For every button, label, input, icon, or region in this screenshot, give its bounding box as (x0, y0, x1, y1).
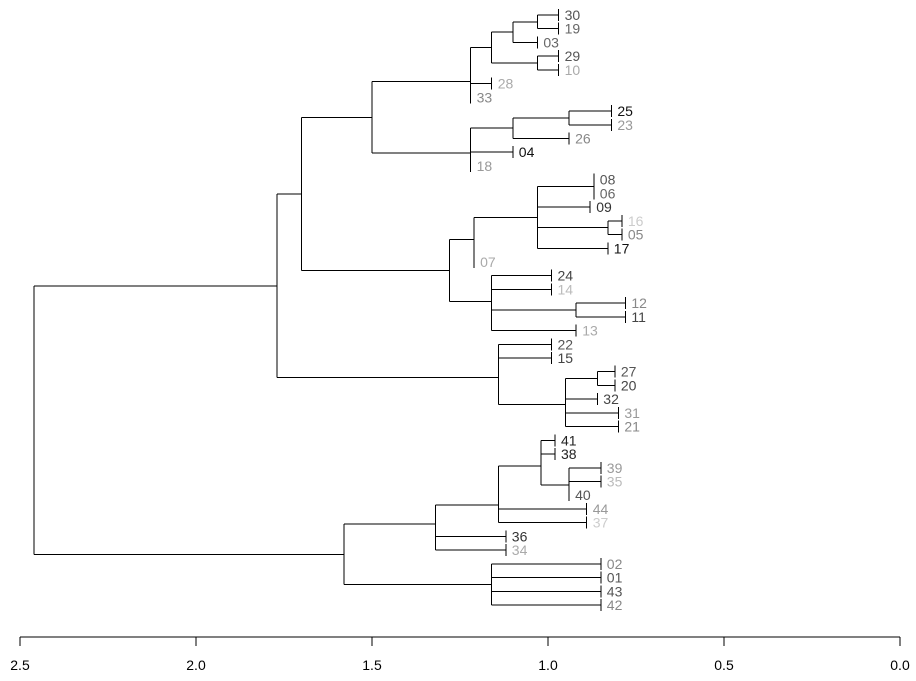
leaf-label: 06 (600, 185, 616, 201)
leaf-label: 20 (621, 378, 637, 394)
leaf-label: 42 (607, 597, 623, 613)
leaf-label: 36 (512, 528, 528, 544)
leaf-label: 44 (593, 501, 609, 517)
x-tick-label: 0.0 (890, 657, 910, 673)
x-tick-label: 2.5 (10, 657, 30, 673)
leaf-label: 07 (480, 254, 496, 270)
leaf-label: 03 (543, 34, 559, 50)
x-tick-label: 1.0 (538, 657, 558, 673)
leaf-label: 32 (603, 391, 619, 407)
leaf-label: 04 (519, 144, 535, 160)
leaf-label: 18 (477, 158, 493, 174)
leaf-label: 43 (607, 583, 623, 599)
leaf-label: 30 (565, 7, 581, 23)
leaf-label: 28 (498, 76, 514, 92)
leaf-label: 12 (631, 295, 647, 311)
leaf-label: 17 (614, 240, 630, 256)
leaf-label: 01 (607, 570, 623, 586)
x-axis: 2.5 2.0 1.5 1.0 0.5 0.0 (10, 636, 910, 673)
leaf-label: 24 (558, 268, 574, 284)
x-tick-label: 0.5 (714, 657, 734, 673)
leaf-label: 34 (512, 542, 528, 558)
leaf-label: 41 (561, 432, 577, 448)
leaf-label: 23 (617, 117, 633, 133)
leaf-label: 27 (621, 364, 637, 380)
leaf-label: 08 (600, 172, 616, 188)
leaf-label: 15 (558, 350, 574, 366)
leaf-label: 02 (607, 556, 623, 572)
leaf-label: 26 (575, 131, 591, 147)
leaf-label: 21 (624, 419, 640, 435)
leaf-label: 13 (582, 323, 598, 339)
leaf-label: 38 (561, 446, 577, 462)
leaf-label: 05 (628, 227, 644, 243)
leaf-label: 39 (607, 460, 623, 476)
leaf-label: 19 (565, 21, 581, 37)
dendrogram-branches (33, 9, 626, 611)
x-tick-label: 1.5 (362, 657, 382, 673)
leaf-label: 37 (593, 515, 609, 531)
leaf-label: 10 (565, 62, 581, 78)
leaf-label: 14 (558, 281, 574, 297)
leaf-label: 11 (631, 309, 646, 325)
leaf-label: 33 (477, 89, 493, 105)
leaf-label: 22 (558, 336, 574, 352)
leaf-label: 09 (596, 199, 612, 215)
leaf-label: 16 (628, 213, 644, 229)
leaf-label: 40 (575, 487, 591, 503)
x-tick-label: 2.0 (186, 657, 206, 673)
leaf-label: 25 (617, 103, 633, 119)
leaf-label: 35 (607, 474, 623, 490)
leaf-label: 31 (624, 405, 640, 421)
leaf-label: 29 (565, 48, 581, 64)
